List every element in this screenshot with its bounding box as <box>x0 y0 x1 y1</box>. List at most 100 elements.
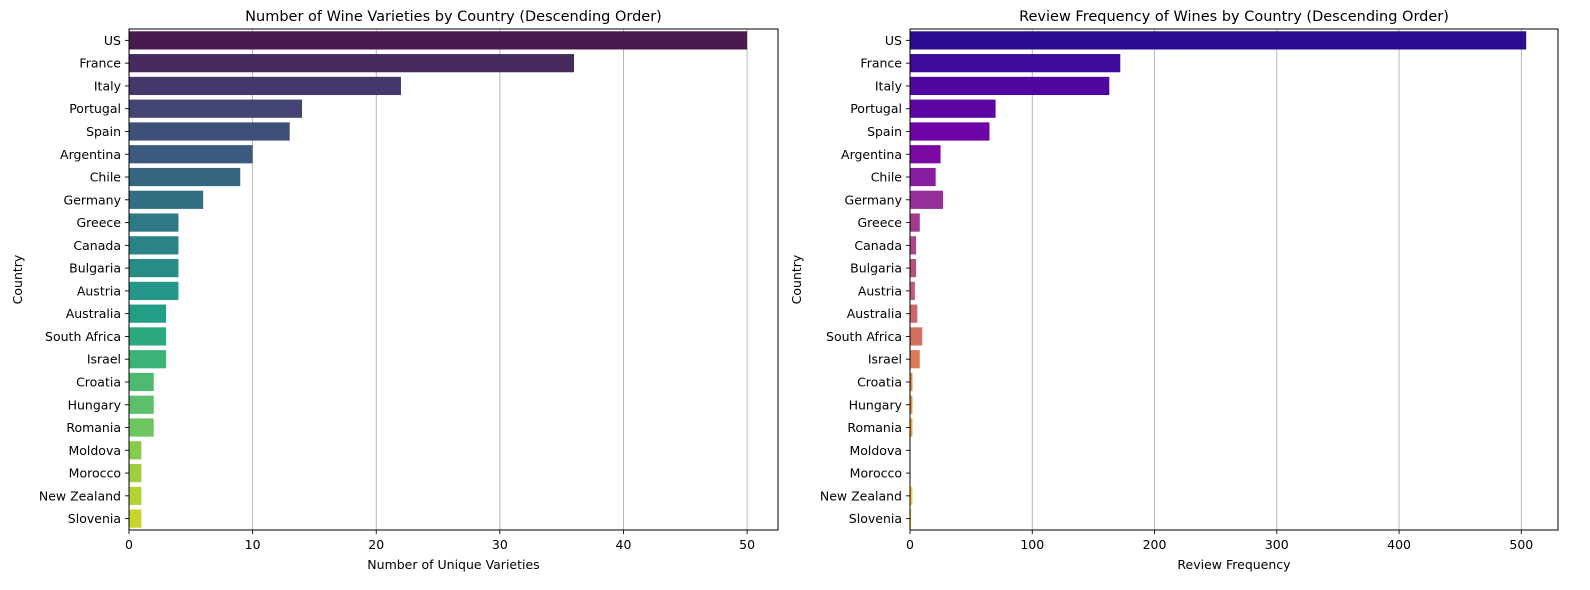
bar-croatia <box>910 372 913 392</box>
y-tick-label: Moldova <box>68 443 121 458</box>
bar-chile <box>129 167 241 187</box>
y-tick-label: Canada <box>854 238 902 253</box>
y-tick-label: Austria <box>77 283 121 298</box>
y-tick-label: Hungary <box>68 397 122 412</box>
y-tick-label: Chile <box>90 170 122 185</box>
plot-frame <box>909 28 1559 531</box>
x-tick-label: 20 <box>368 537 384 552</box>
y-tick-label: Greece <box>77 215 122 230</box>
y-tick-label: Argentina <box>60 147 121 162</box>
y-tick-label: Italy <box>94 78 122 93</box>
y-axis-label: Country <box>789 254 804 304</box>
chart-title: Review Frequency of Wines by Country (De… <box>1019 9 1449 25</box>
y-tick-label: France <box>860 56 902 71</box>
y-tick-label: Bulgaria <box>69 261 121 276</box>
y-tick-label: Romania <box>847 420 902 435</box>
x-tick-label: 200 <box>1143 537 1167 552</box>
x-tick-label: 0 <box>906 537 914 552</box>
bar-south-africa <box>129 327 167 346</box>
y-tick-label: Bulgaria <box>850 261 902 276</box>
y-tick-label: Morocco <box>69 466 121 481</box>
bar-spain <box>129 122 290 141</box>
y-tick-label: Argentina <box>841 147 902 162</box>
bar-slovenia <box>129 509 142 528</box>
y-tick-label: Moldova <box>849 443 902 458</box>
x-tick-label: 0 <box>125 537 133 552</box>
y-tick-label: Greece <box>858 215 903 230</box>
bar-south-africa <box>910 327 923 346</box>
bar-israel <box>129 350 167 369</box>
y-tick-label: Portugal <box>69 101 121 116</box>
y-tick-label: Australia <box>66 306 121 321</box>
y-tick-label: Spain <box>86 124 121 139</box>
y-tick-label: Israel <box>87 352 121 367</box>
bar-bulgaria <box>910 259 917 278</box>
y-tick-label: Hungary <box>849 397 903 412</box>
bar-croatia <box>129 372 154 392</box>
bar-morocco <box>129 463 142 483</box>
bar-argentina <box>129 145 253 164</box>
bar-greece <box>129 213 179 232</box>
bar-new-zealand <box>910 486 913 505</box>
y-tick-label: South Africa <box>826 329 902 344</box>
bar-new-zealand <box>129 486 142 505</box>
y-tick-label: Germany <box>64 192 122 207</box>
bar-canada <box>129 236 179 255</box>
y-tick-label: Slovenia <box>849 511 902 526</box>
y-tick-label: Canada <box>73 238 121 253</box>
bar-hungary <box>910 395 913 414</box>
bar-australia <box>910 304 918 323</box>
chart-title: Number of Wine Varieties by Country (Des… <box>245 9 662 25</box>
bar-hungary <box>129 395 154 414</box>
x-tick-label: 500 <box>1509 537 1533 552</box>
y-tick-label: Italy <box>875 78 903 93</box>
bar-romania <box>910 418 913 437</box>
y-axis-label: Country <box>10 254 25 304</box>
x-tick-label: 400 <box>1387 537 1411 552</box>
bar-germany <box>910 190 944 209</box>
y-tick-label: New Zealand <box>820 488 902 503</box>
bar-bulgaria <box>129 259 179 278</box>
bar-germany <box>129 190 204 209</box>
y-tick-label: Australia <box>847 306 902 321</box>
chart-panel-2: US France Italy Portugal Spain Argentina Chile… <box>789 9 1559 572</box>
bar-moldova <box>129 441 142 460</box>
bar-italy <box>129 76 401 96</box>
x-tick-label: 10 <box>245 537 261 552</box>
y-tick-label: New Zealand <box>39 488 121 503</box>
y-tick-label: South Africa <box>45 329 121 344</box>
y-tick-label: US <box>104 33 121 48</box>
y-tick-label: Spain <box>867 124 902 139</box>
bar-slovenia <box>910 509 912 528</box>
bar-france <box>910 54 1121 73</box>
y-tick-label: Croatia <box>76 374 121 389</box>
plot-frame <box>128 28 779 531</box>
x-tick-label: 50 <box>739 537 755 552</box>
y-tick-label: Israel <box>868 352 902 367</box>
bar-us <box>129 31 748 50</box>
y-tick-label: Romania <box>66 420 121 435</box>
bar-greece <box>910 213 920 232</box>
bar-us <box>910 31 1527 50</box>
x-axis-label: Number of Unique Varieties <box>367 557 539 572</box>
bar-austria <box>910 281 915 300</box>
x-tick-label: 300 <box>1265 537 1289 552</box>
bar-romania <box>129 418 154 437</box>
y-tick-label: Austria <box>858 283 902 298</box>
y-tick-label: France <box>79 56 121 71</box>
x-axis-label: Review Frequency <box>1177 557 1291 572</box>
chart-panel-1: US France Italy Portugal Spain Argentina Chile… <box>10 9 779 572</box>
bar-chile <box>910 167 936 187</box>
x-tick-label: 100 <box>1020 537 1044 552</box>
bar-italy <box>910 76 1110 96</box>
y-tick-label: Portugal <box>850 101 902 116</box>
bar-spain <box>910 122 990 141</box>
y-tick-label: Germany <box>845 192 903 207</box>
y-tick-label: US <box>885 33 902 48</box>
bar-israel <box>910 350 920 369</box>
bar-portugal <box>910 99 996 118</box>
y-tick-label: Morocco <box>850 466 902 481</box>
bar-france <box>129 54 575 73</box>
